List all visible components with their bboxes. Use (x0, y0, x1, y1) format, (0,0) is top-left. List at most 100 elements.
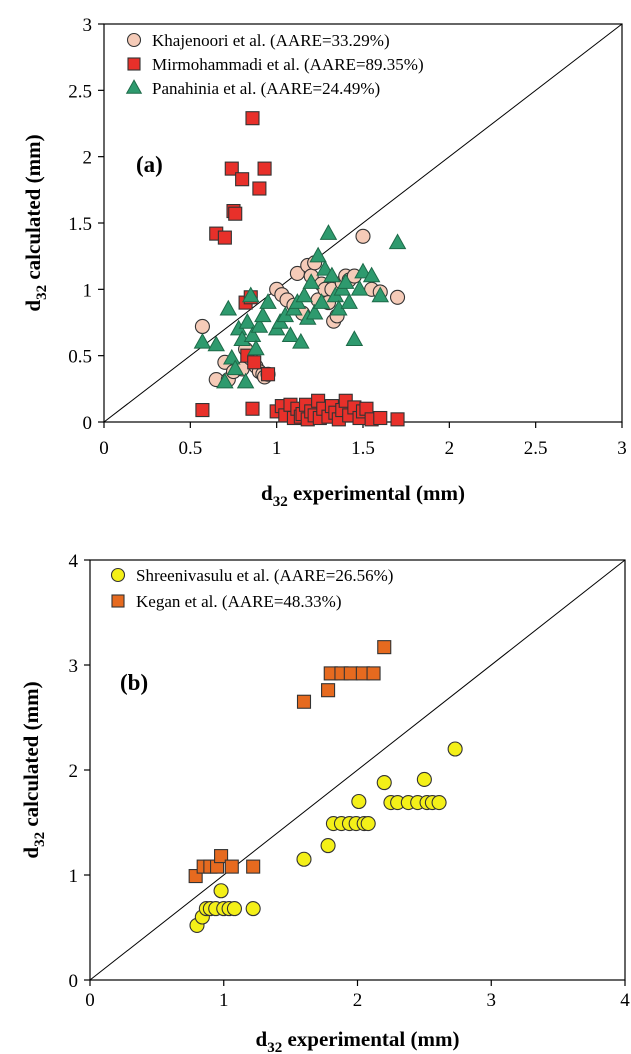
data-point (281, 326, 300, 342)
legend-entry: Khajenoori et al. (AARE=33.29%) (152, 31, 390, 50)
series-2-points (195, 111, 405, 427)
data-point (343, 666, 358, 681)
legend-entry: Panahinia et al. (AARE=24.49%) (152, 79, 380, 98)
data-point (241, 286, 260, 303)
data-point (245, 111, 260, 126)
data-point (217, 230, 232, 245)
y-tick-label: 2.5 (68, 81, 92, 102)
data-point (295, 286, 314, 303)
data-point (194, 318, 210, 335)
x-tick-label: 2 (353, 990, 363, 1011)
data-point (195, 403, 210, 418)
data-point (259, 293, 277, 309)
data-point (355, 228, 371, 244)
data-point (224, 859, 239, 874)
series-1-points (189, 741, 463, 933)
data-point (235, 172, 250, 187)
data-point (389, 289, 406, 305)
data-point (254, 306, 272, 323)
x-tick-label: 0 (99, 438, 109, 459)
data-point (350, 279, 369, 296)
data-point (207, 335, 226, 352)
data-point (214, 849, 229, 864)
legend-marker (110, 567, 126, 583)
data-point (226, 359, 244, 376)
data-point (260, 367, 276, 382)
panel-label: (a) (136, 152, 163, 177)
data-point (390, 412, 405, 427)
x-axis-label: d32 experimental (mm) (256, 1027, 460, 1054)
data-point (213, 883, 229, 899)
x-tick-label: 1 (272, 438, 282, 459)
y-tick-label: 2 (83, 148, 93, 169)
x-tick-label: 2.5 (524, 438, 548, 459)
data-point (351, 793, 367, 810)
data-point (296, 851, 312, 867)
y-tick-label: 2 (69, 761, 79, 782)
data-point (247, 339, 265, 356)
x-tick-label: 2 (445, 438, 455, 459)
data-point (316, 259, 334, 276)
data-point (252, 181, 267, 196)
data-point (366, 666, 381, 681)
data-point (236, 372, 255, 389)
legend-entry: Shreenivasulu et al. (AARE=26.56%) (136, 566, 393, 585)
data-point (431, 794, 447, 811)
y-tick-label: 4 (69, 551, 79, 572)
y-tick-label: 0 (69, 971, 79, 992)
data-point (320, 838, 336, 854)
data-point (321, 683, 336, 698)
data-point (360, 815, 376, 832)
panel-label: (b) (120, 670, 148, 695)
y-tick-label: 0 (83, 413, 93, 434)
data-point (319, 224, 338, 240)
data-point (257, 161, 272, 176)
legend-marker (125, 79, 143, 94)
data-point (247, 355, 262, 370)
data-point (305, 303, 324, 320)
x-axis-label: d32 experimental (mm) (261, 481, 465, 510)
data-point (371, 286, 390, 303)
data-point (228, 206, 243, 221)
x-tick-label: 1 (219, 990, 229, 1011)
data-point (373, 410, 388, 426)
data-point (309, 246, 327, 263)
data-point (312, 293, 331, 309)
x-tick-label: 3 (487, 990, 497, 1011)
parity-line (89, 559, 626, 981)
legend-entry: Mirmohammadi et al. (AARE=89.35%) (152, 55, 424, 74)
data-point (292, 332, 310, 349)
data-point (246, 859, 261, 874)
data-point (224, 161, 239, 176)
legend-marker (111, 594, 125, 608)
data-point (345, 330, 364, 346)
data-point (216, 372, 234, 389)
series-3-points (193, 224, 407, 389)
data-point (416, 771, 432, 788)
data-point (362, 266, 381, 283)
data-point (376, 775, 392, 791)
data-point (238, 313, 257, 329)
legend-marker (127, 57, 141, 71)
x-tick-label: 3 (617, 438, 627, 459)
y-axis-label: d32 calculated (mm) (21, 134, 50, 311)
data-point (323, 266, 341, 283)
data-point (336, 273, 355, 289)
data-point (302, 273, 320, 289)
data-point (226, 901, 242, 917)
y-tick-label: 0.5 (68, 347, 92, 368)
data-point (354, 262, 372, 279)
data-point (245, 901, 261, 917)
data-point (447, 741, 463, 757)
data-point (377, 640, 392, 655)
parity-line (103, 23, 623, 423)
data-point (219, 299, 238, 316)
y-tick-label: 3 (69, 656, 79, 677)
data-point (193, 332, 212, 349)
x-tick-label: 0 (85, 990, 95, 1011)
y-tick-label: 1.5 (68, 214, 92, 235)
data-point (340, 293, 358, 309)
x-tick-label: 0.5 (178, 438, 202, 459)
legend-marker (126, 32, 142, 48)
